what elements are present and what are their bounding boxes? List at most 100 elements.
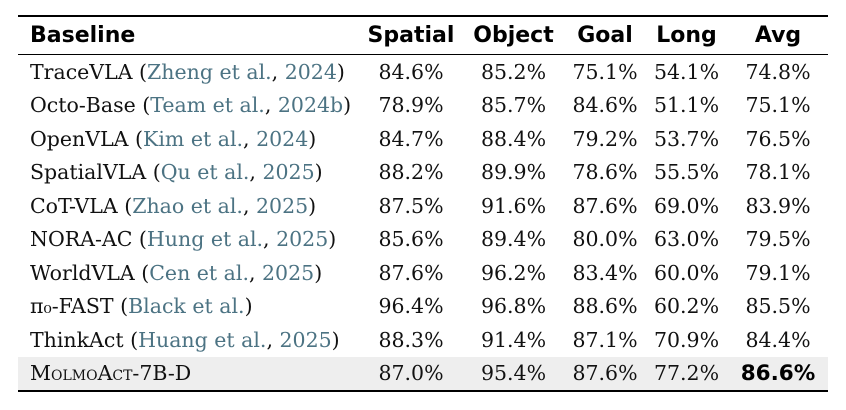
- value-cell: 87.6%: [572, 193, 638, 218]
- model-name: MolmoAct-7B-D: [30, 361, 192, 386]
- citation-author-link[interactable]: Zheng et al.: [147, 59, 272, 84]
- value-cell: 85.2%: [480, 59, 547, 84]
- value-cell: 79.5%: [745, 227, 811, 252]
- value-cell: 88.2%: [378, 160, 444, 185]
- value-cell: 69.0%: [653, 193, 720, 218]
- citation-year-link[interactable]: 2025: [279, 327, 332, 352]
- value-cell: 78.1%: [745, 160, 811, 185]
- citation-year-link[interactable]: 2025: [256, 193, 309, 218]
- citation-author-link[interactable]: Black et al.: [128, 294, 245, 319]
- baseline-name-cell: MolmoAct-7B-D: [18, 356, 360, 391]
- value-cell: 85.7%: [480, 93, 547, 118]
- value-cell: 60.2%: [653, 294, 720, 319]
- value-cell: 83.9%: [745, 193, 811, 218]
- baseline-name-cell: Octo-Base (Team et al., 2024b): [30, 93, 352, 118]
- citation-author-link[interactable]: Cen et al.: [149, 260, 249, 285]
- baseline-name-cell: π₀-FAST (Black et al.): [30, 294, 253, 319]
- table-row: NORA-AC (Hung et al., 2025) 85.6% 89.4% 80.…: [18, 223, 828, 257]
- table-row: ThinkAct (Huang et al., 2025) 88.3% 91.4% 8…: [18, 323, 828, 357]
- model-name: OpenVLA: [30, 126, 129, 151]
- value-cell: 96.8%: [480, 294, 547, 319]
- value-cell: 88.3%: [378, 327, 444, 352]
- value-cell: 84.7%: [378, 126, 444, 151]
- value-cell: 75.1%: [745, 93, 811, 118]
- value-cell: 87.5%: [378, 193, 444, 218]
- value-cell: 95.4%: [462, 356, 565, 391]
- value-cell: 80.0%: [572, 227, 638, 252]
- citation-year-link[interactable]: 2025: [262, 160, 315, 185]
- table-row: TraceVLA (Zheng et al., 2024) 84.6% 85.2% 7…: [18, 55, 828, 89]
- column-header-avg: Avg: [728, 16, 828, 55]
- value-cell: 87.0%: [360, 356, 462, 391]
- citation-year-link[interactable]: 2024b: [277, 93, 344, 118]
- value-cell: 86.6%: [728, 356, 828, 391]
- value-cell: 89.9%: [480, 160, 547, 185]
- value-cell: 96.2%: [480, 260, 547, 285]
- baseline-name-cell: ThinkAct (Huang et al., 2025): [30, 327, 340, 352]
- model-name: π₀-FAST: [30, 294, 114, 319]
- citation-author-link[interactable]: Huang et al.: [138, 327, 267, 352]
- value-cell: 75.1%: [572, 59, 638, 84]
- value-cell: 76.5%: [745, 126, 811, 151]
- table-row: CoT-VLA (Zhao et al., 2025) 87.5% 91.6% 87.…: [18, 189, 828, 223]
- value-cell: 96.4%: [378, 294, 444, 319]
- citation-year-link[interactable]: 2024: [256, 126, 309, 151]
- table-row: SpatialVLA (Qu et al., 2025) 88.2% 89.9% 78…: [18, 156, 828, 190]
- table-row: Octo-Base (Team et al., 2024b) 78.9% 85.7%…: [18, 89, 828, 123]
- value-cell: 88.4%: [480, 126, 547, 151]
- value-cell: 87.6%: [378, 260, 444, 285]
- value-cell: 88.6%: [572, 294, 638, 319]
- model-name: ThinkAct: [30, 327, 124, 352]
- citation-author-link[interactable]: Team et al.: [150, 93, 265, 118]
- column-header-spatial: Spatial: [360, 16, 462, 55]
- table-row: MolmoAct-7B-D 87.0% 95.4% 87.6% 77.2% 86.6%: [18, 356, 828, 391]
- model-name: TraceVLA: [30, 59, 133, 84]
- model-name: SpatialVLA: [30, 160, 147, 185]
- citation-year-link[interactable]: 2024: [284, 59, 337, 84]
- column-header-goal: Goal: [565, 16, 645, 55]
- value-cell: 53.7%: [653, 126, 720, 151]
- table-row: π₀-FAST (Black et al.) 96.4% 96.8% 88.6% 60.…: [18, 290, 828, 324]
- baseline-name-cell: SpatialVLA (Qu et al., 2025): [30, 160, 323, 185]
- model-name: Octo-Base: [30, 93, 136, 118]
- value-cell: 87.6%: [565, 356, 645, 391]
- citation-year-link[interactable]: 2025: [262, 260, 315, 285]
- citation-author-link[interactable]: Hung et al.: [146, 227, 264, 252]
- value-cell: 91.4%: [480, 327, 547, 352]
- table-header: Baseline Spatial Object Goal Long Avg: [18, 16, 828, 55]
- baseline-name-cell: WorldVLA (Cen et al., 2025): [30, 260, 323, 285]
- value-cell: 89.4%: [480, 227, 547, 252]
- value-cell: 60.0%: [653, 260, 720, 285]
- value-cell: 77.2%: [645, 356, 728, 391]
- value-cell: 85.5%: [745, 294, 811, 319]
- value-cell: 74.8%: [745, 59, 811, 84]
- value-cell: 78.6%: [572, 160, 638, 185]
- baseline-name-cell: TraceVLA (Zheng et al., 2024): [30, 59, 345, 84]
- baseline-name-cell: NORA-AC (Hung et al., 2025): [30, 227, 337, 252]
- citation-author-link[interactable]: Zhao et al.: [132, 193, 243, 218]
- value-cell: 84.6%: [378, 59, 444, 84]
- column-header-long: Long: [645, 16, 728, 55]
- header-row: Baseline Spatial Object Goal Long Avg: [18, 16, 828, 55]
- value-cell: 84.4%: [745, 327, 811, 352]
- value-cell: 79.1%: [745, 260, 811, 285]
- table-body: TraceVLA (Zheng et al., 2024) 84.6% 85.2% 7…: [18, 55, 828, 391]
- benchmark-results-table: Baseline Spatial Object Goal Long Avg Tr…: [18, 15, 828, 392]
- column-header-baseline: Baseline: [18, 16, 360, 55]
- model-name: NORA-AC: [30, 227, 133, 252]
- citation-year-link[interactable]: 2025: [276, 227, 329, 252]
- value-cell: 79.2%: [572, 126, 638, 151]
- value-cell: 85.6%: [378, 227, 444, 252]
- baseline-name-cell: CoT-VLA (Zhao et al., 2025): [30, 193, 317, 218]
- value-cell: 70.9%: [653, 327, 720, 352]
- value-cell: 63.0%: [653, 227, 720, 252]
- value-cell: 51.1%: [653, 93, 720, 118]
- baseline-name-cell: OpenVLA (Kim et al., 2024): [30, 126, 317, 151]
- citation-author-link[interactable]: Qu et al.: [160, 160, 250, 185]
- column-header-object: Object: [462, 16, 565, 55]
- value-cell: 54.1%: [653, 59, 720, 84]
- value-cell: 91.6%: [480, 193, 547, 218]
- citation-author-link[interactable]: Kim et al.: [143, 126, 244, 151]
- model-name: WorldVLA: [30, 260, 135, 285]
